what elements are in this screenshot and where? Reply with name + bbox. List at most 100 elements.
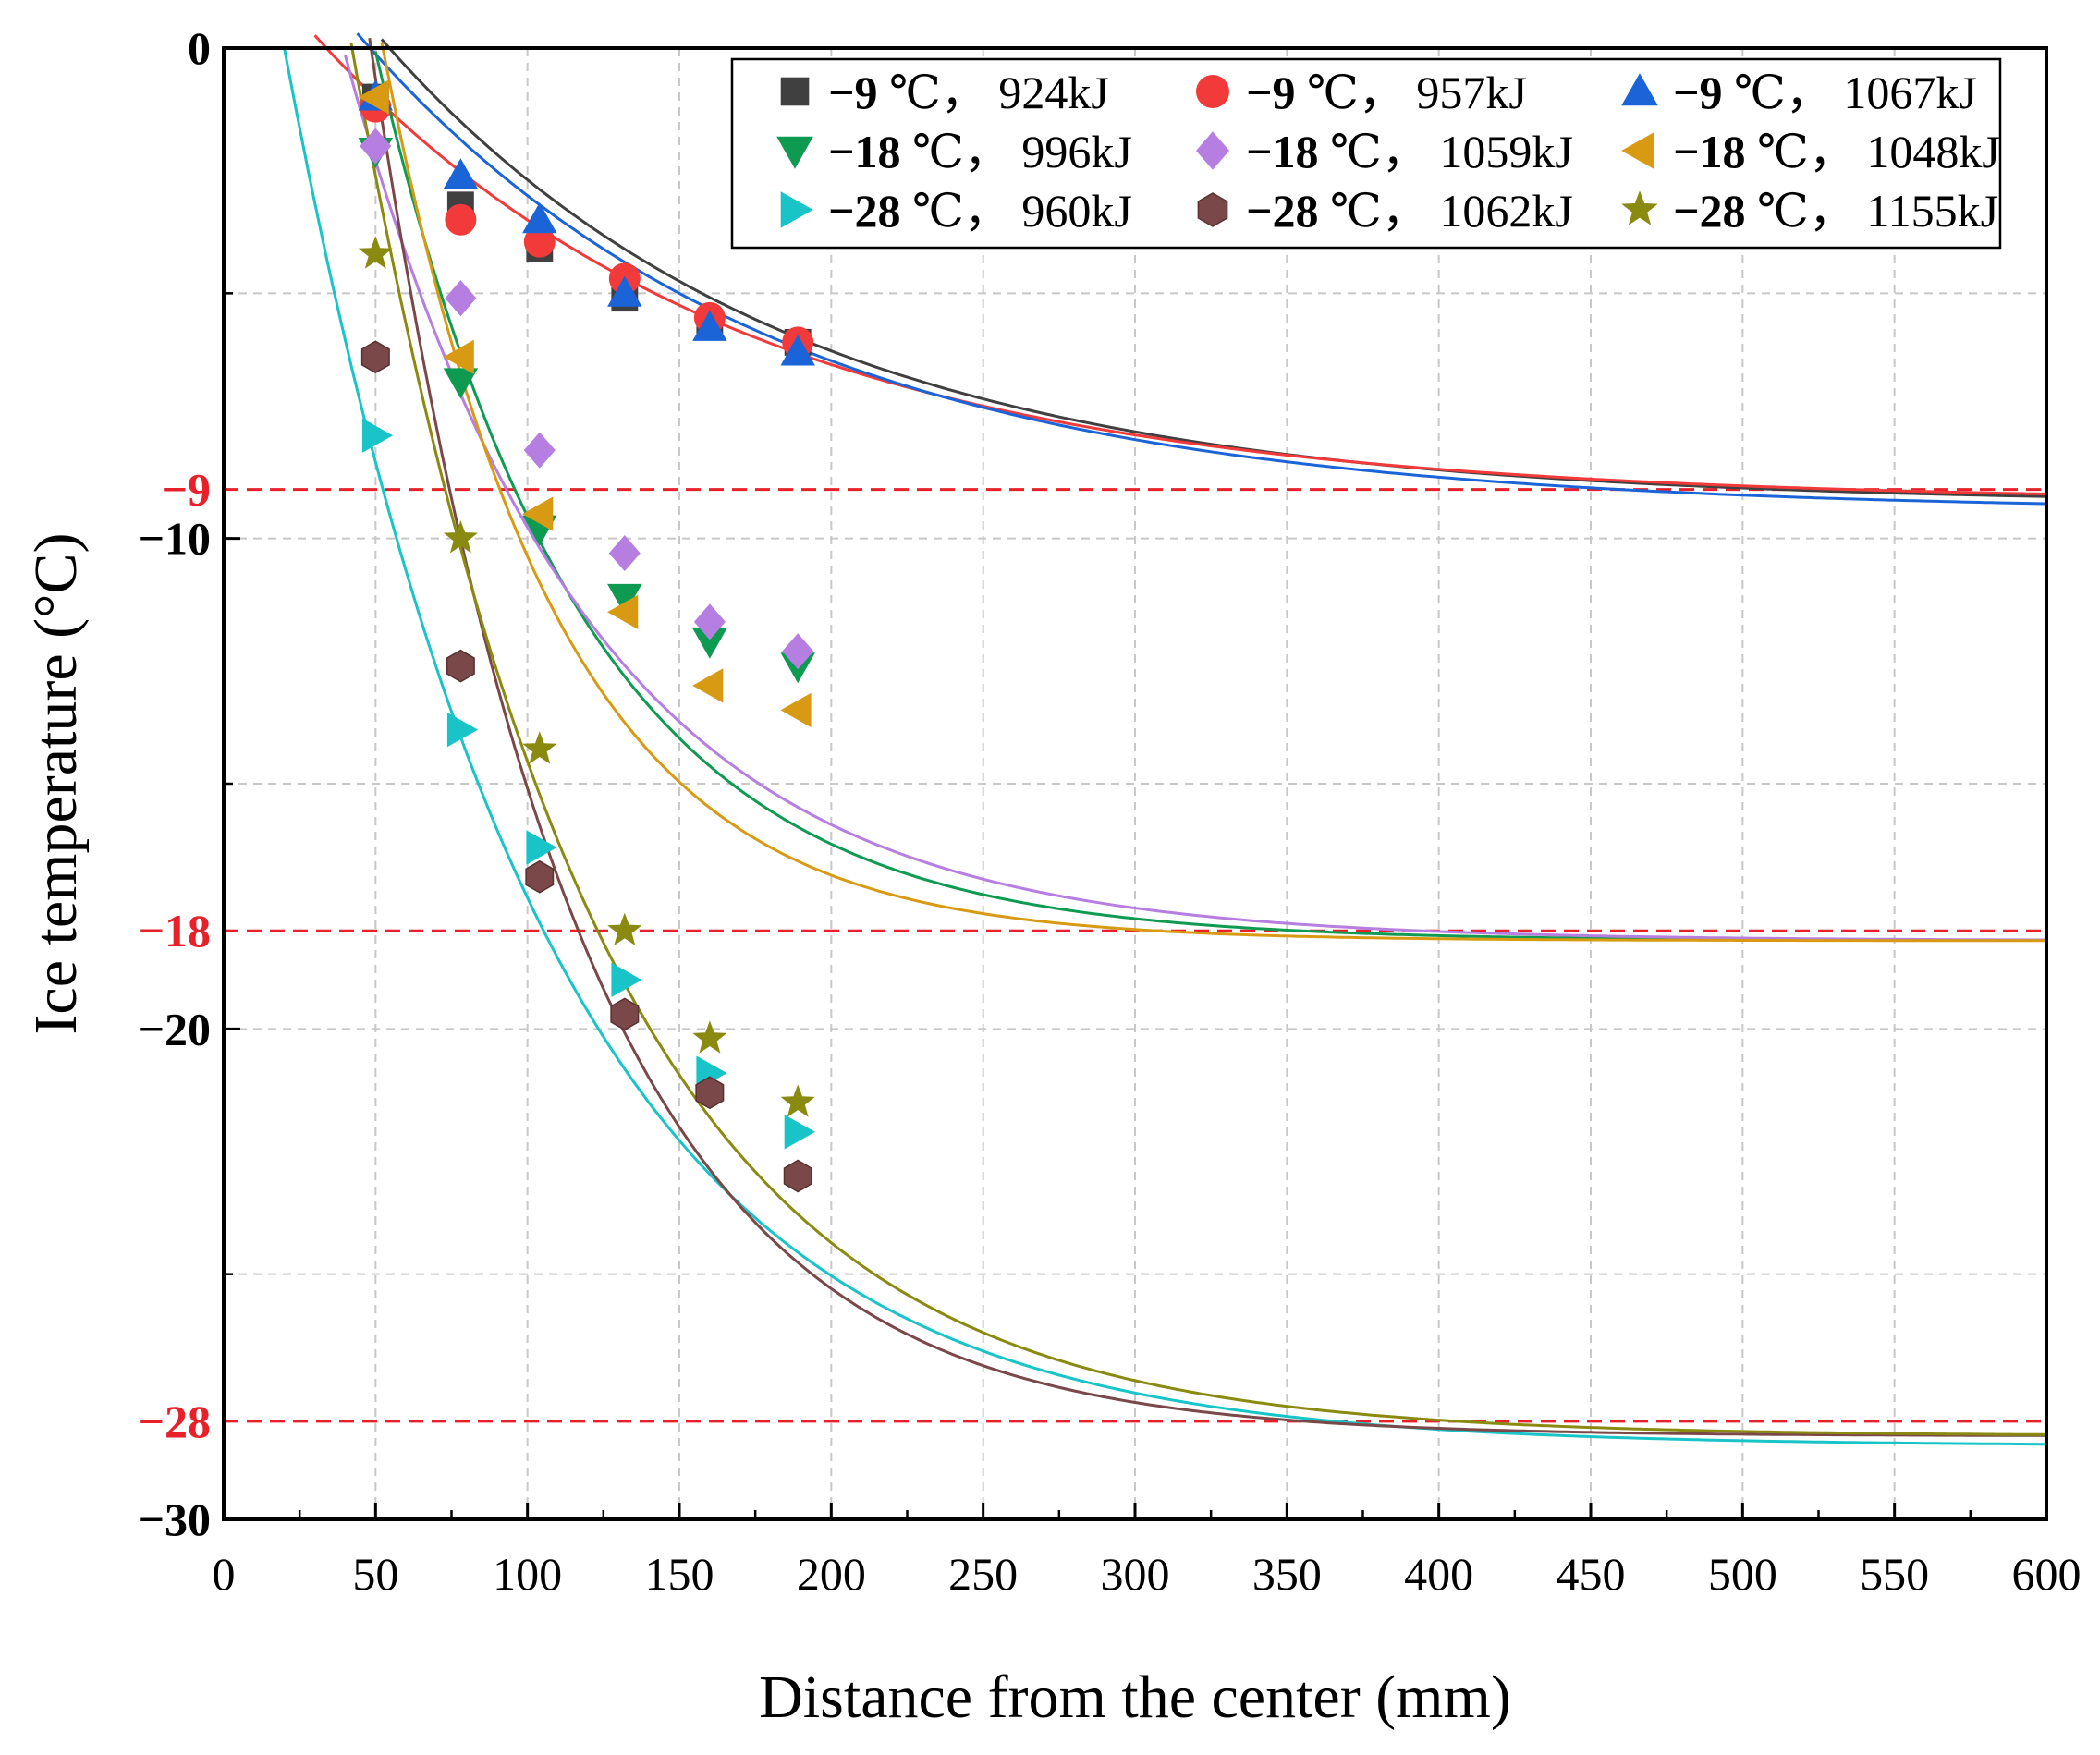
- legend-unit-energy: ℃， 1155kJ: [1746, 185, 1999, 237]
- x-tick-label: 150: [645, 1548, 714, 1600]
- legend-box: [730, 57, 2002, 250]
- data-point: [780, 692, 812, 728]
- data-point: [608, 535, 641, 572]
- legend-unit-energy: ℃， 924kJ: [878, 67, 1109, 118]
- data-point: [607, 912, 642, 945]
- data-point: [358, 236, 393, 269]
- data-point: [607, 583, 642, 615]
- y-tick-label: 0: [188, 22, 211, 74]
- data-point: [607, 275, 642, 307]
- data-point: [693, 603, 726, 640]
- fit-curve: [356, 32, 2047, 506]
- legend-unit-energy: ℃， 1062kJ: [1319, 185, 1573, 237]
- axis-ticks: [222, 46, 2048, 1521]
- legend-label: −9 ℃， 1067kJ: [1673, 67, 1977, 118]
- data-point: [692, 628, 727, 659]
- x-tick-label: 500: [1708, 1548, 1777, 1600]
- x-tick-label: 200: [797, 1548, 866, 1600]
- x-tick-label: 400: [1404, 1548, 1473, 1600]
- legend-unit-energy: ℃， 1048kJ: [1746, 126, 2000, 177]
- data-point: [443, 520, 478, 554]
- x-tick-label: 100: [493, 1548, 562, 1600]
- legend-label: −18 ℃， 1059kJ: [1246, 126, 1573, 177]
- legend-temp: −9: [828, 67, 878, 118]
- data-point: [782, 633, 814, 670]
- data-point: [445, 280, 477, 317]
- data-point: [446, 712, 479, 748]
- fit-curve: [380, 42, 2046, 943]
- y-tick-label: −10: [139, 513, 212, 565]
- y-tick-label: −30: [139, 1493, 212, 1545]
- legend-marker: [780, 191, 813, 228]
- x-tick-label: 0: [213, 1548, 236, 1600]
- x-tick-label: 550: [1860, 1548, 1929, 1600]
- data-point: [607, 594, 639, 629]
- data-point: [443, 368, 479, 399]
- legend-label: −9 ℃， 957kJ: [1246, 67, 1527, 118]
- legend-marker: [1196, 75, 1229, 108]
- legend-marker: [780, 77, 810, 106]
- legend-temp: −18: [1246, 126, 1319, 177]
- data-point: [692, 668, 724, 703]
- fit-curve: [349, 43, 2047, 1436]
- data-point: [443, 158, 479, 189]
- data-point: [780, 1084, 815, 1117]
- legend-label: −18 ℃， 996kJ: [828, 126, 1132, 177]
- x-tick-labels: 0 50 100 150 200 250 300 350 400 450 500 550 600: [213, 1548, 2082, 1600]
- data-point: [445, 203, 477, 236]
- y-tick-label: −9: [162, 464, 212, 516]
- x-axis-title: Distance from the center (mm): [759, 1664, 1511, 1731]
- data-point: [446, 649, 475, 683]
- data-point: [611, 962, 642, 997]
- legend-label: −9 ℃， 924kJ: [828, 67, 1109, 118]
- legend-marker: [776, 136, 813, 169]
- legend-marker: [1621, 132, 1654, 169]
- legend-temp: −28: [828, 185, 901, 237]
- data-point: [692, 310, 727, 341]
- y-axis-title: Ice temperature (°C): [22, 532, 90, 1034]
- data-point: [695, 1076, 725, 1110]
- legend-unit-energy: ℃， 957kJ: [1296, 67, 1527, 118]
- y-tick-labels: 0 −9−10 −18 −20 −28 −30: [139, 22, 212, 1545]
- y-tick-label: −20: [139, 1003, 212, 1054]
- fit-curve: [283, 48, 2046, 1446]
- legend-temp: −28: [1673, 185, 1746, 237]
- data-point: [522, 731, 557, 764]
- data-point: [610, 997, 640, 1031]
- y-tick-label: −18: [139, 905, 212, 957]
- data-point: [358, 79, 389, 115]
- data-point: [360, 128, 392, 165]
- x-tick-label: 300: [1101, 1548, 1170, 1600]
- legend-marker: [1621, 73, 1658, 106]
- data-point: [522, 496, 554, 531]
- x-tick-label: 450: [1557, 1548, 1626, 1600]
- data-point: [780, 335, 815, 366]
- data-point: [360, 340, 390, 374]
- data-point: [523, 225, 556, 258]
- legend-temp: −18: [1673, 126, 1746, 177]
- legend-temp: −18: [828, 126, 901, 177]
- legend-temp: −9: [1246, 67, 1296, 118]
- legend-marker: [1196, 131, 1229, 170]
- data-point: [783, 1159, 812, 1193]
- legend-label: −28 ℃， 1062kJ: [1246, 185, 1573, 237]
- legend: −9 ℃， 924kJ −9 ℃， 957kJ −9 ℃， 1067kJ−18 ℃，…: [730, 57, 2002, 250]
- fit-curve: [368, 37, 2047, 1437]
- x-tick-label: 250: [948, 1548, 1018, 1600]
- data-markers: [358, 79, 815, 1193]
- legend-marker: [1621, 190, 1658, 225]
- legend-label: −18 ℃， 1048kJ: [1673, 126, 2000, 177]
- legend-label: −28 ℃， 960kJ: [828, 185, 1132, 237]
- data-point: [361, 418, 393, 453]
- fit-curve: [344, 55, 2046, 942]
- x-tick-label: 600: [2012, 1548, 2082, 1600]
- legend-marker: [1197, 192, 1228, 227]
- x-tick-label: 50: [352, 1548, 398, 1600]
- legend-temp: −28: [1246, 185, 1319, 237]
- legend-unit-energy: ℃， 1059kJ: [1319, 126, 1573, 177]
- legend-unit-energy: ℃， 996kJ: [901, 126, 1132, 177]
- fit-curve: [380, 38, 2047, 498]
- fit-curves: [283, 32, 2047, 1446]
- data-point: [692, 1020, 727, 1054]
